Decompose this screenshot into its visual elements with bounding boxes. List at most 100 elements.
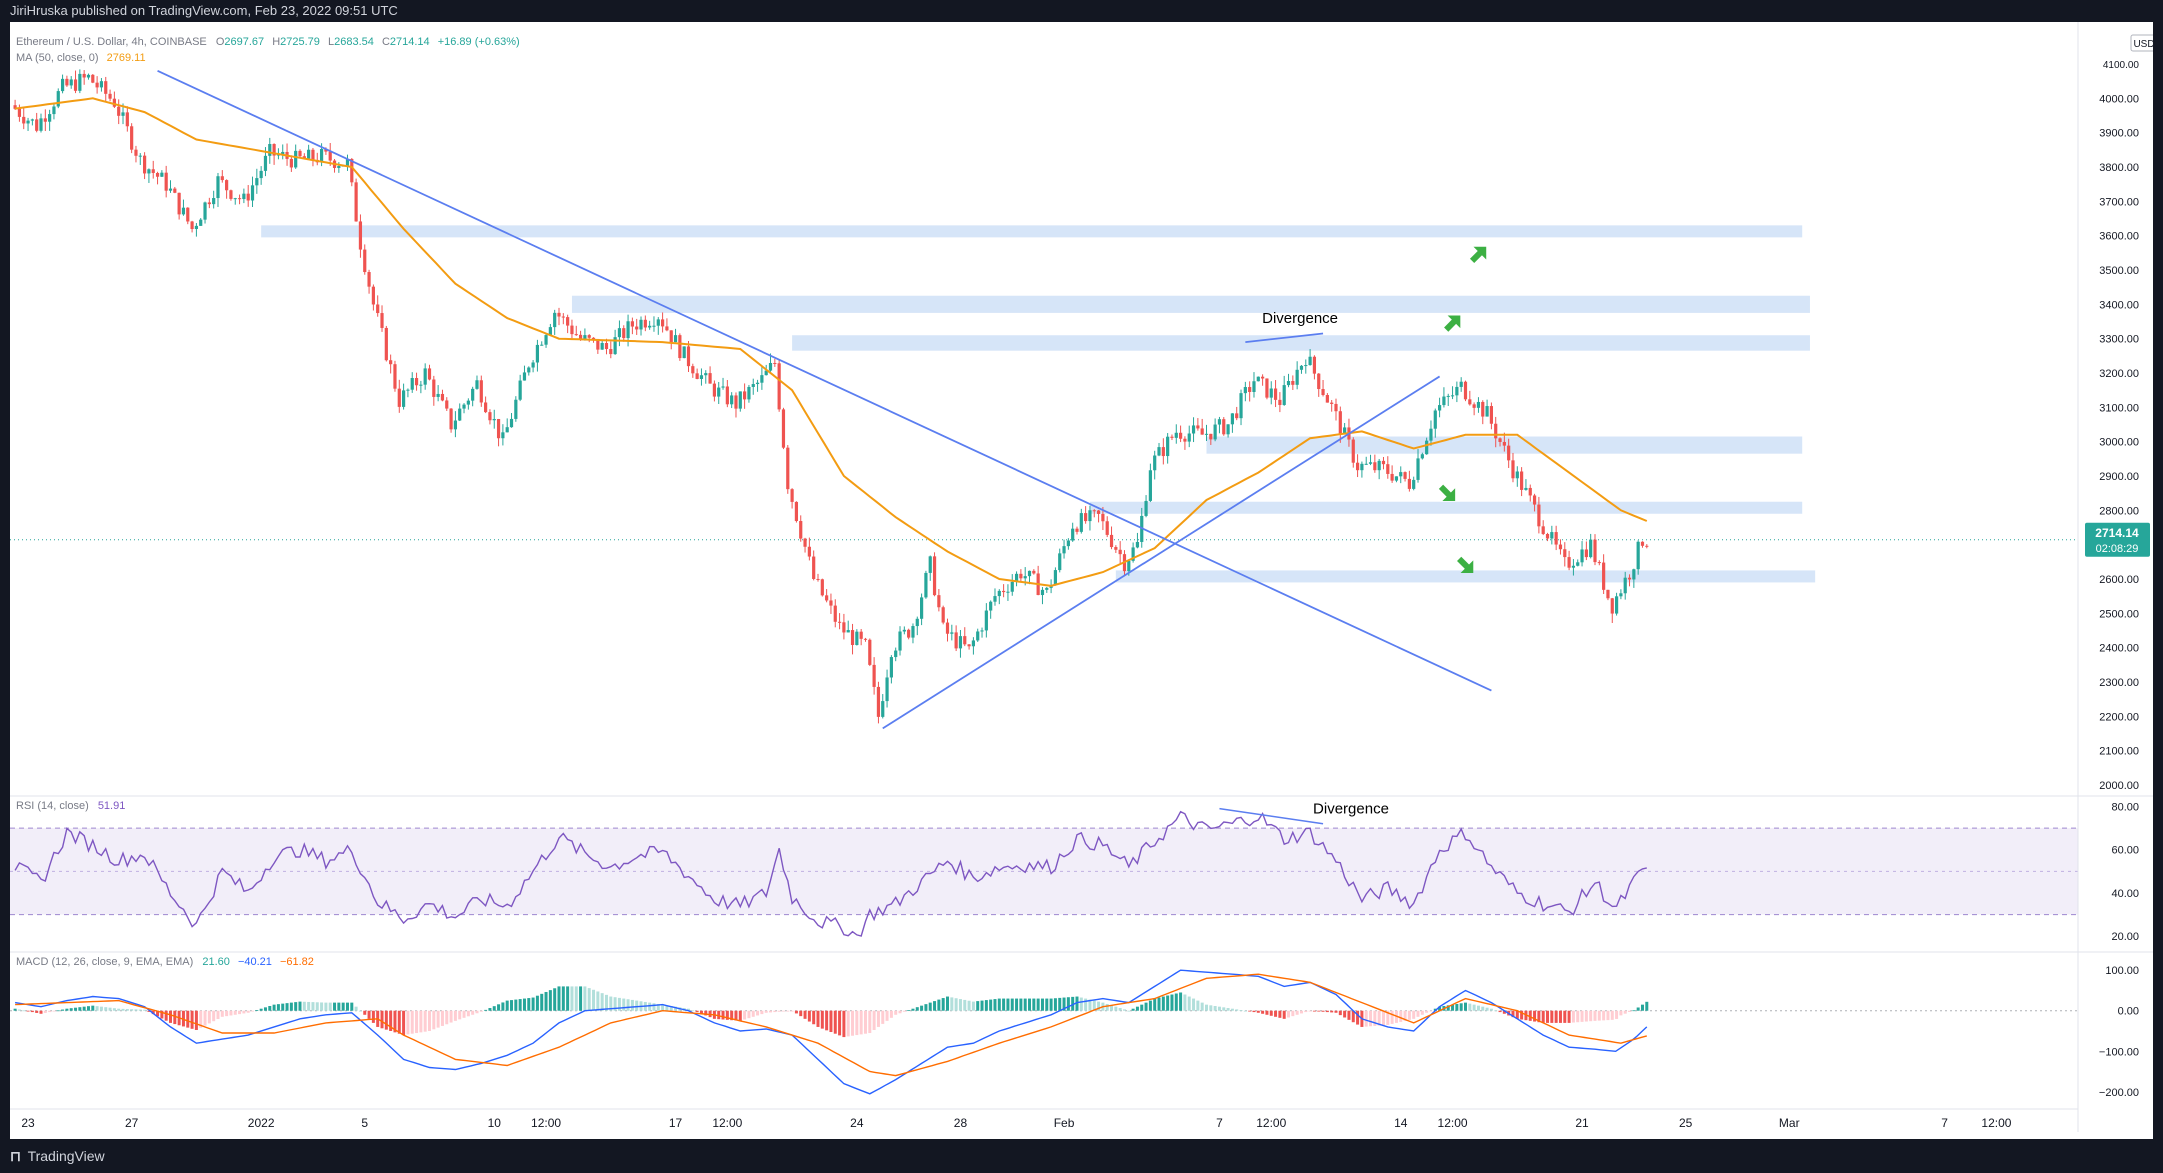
candle <box>661 319 665 327</box>
candle <box>911 626 915 638</box>
histogram-bar <box>1567 1010 1571 1023</box>
candle <box>574 334 578 336</box>
histogram-bar <box>1166 995 1170 1011</box>
histogram-bar <box>1110 1005 1114 1011</box>
candle <box>48 114 52 122</box>
candle <box>591 337 596 339</box>
candle <box>678 335 682 359</box>
histogram-bar <box>751 1010 755 1017</box>
candle <box>302 156 306 159</box>
histogram-bar <box>950 997 954 1011</box>
candle <box>846 630 850 633</box>
chart[interactable]: Divergence Ethereum / U.S. Dollar, 4h, C… <box>10 22 2153 1139</box>
histogram-bar <box>423 1010 427 1032</box>
candle <box>294 150 298 168</box>
macd-pane[interactable]: MACD (12, 26, close, 9, EMA, EMA) 21.60 … <box>10 956 2078 1095</box>
candle <box>220 176 224 181</box>
histogram-bar <box>937 999 941 1011</box>
candle <box>816 578 820 580</box>
candle <box>69 79 73 86</box>
histogram-bar <box>993 999 997 1011</box>
candle <box>958 636 963 649</box>
candle <box>414 378 419 386</box>
rsi-axis[interactable]: 80.00 60.00 40.00 20.00 <box>2111 801 2139 943</box>
price-pane[interactable]: Divergence <box>10 69 2078 730</box>
histogram-bar <box>1135 1006 1139 1011</box>
histogram-bar <box>574 986 578 1011</box>
histogram-bar <box>112 1008 116 1011</box>
candle <box>941 607 945 623</box>
candle <box>1144 500 1148 516</box>
histogram-bar <box>350 1002 354 1011</box>
histogram-bar <box>561 986 565 1011</box>
candle <box>190 221 194 230</box>
candle <box>717 387 721 397</box>
candle <box>777 363 781 410</box>
candle <box>112 98 116 107</box>
price-tick-label: 2200.00 <box>2099 711 2139 723</box>
histogram-bar <box>354 1006 358 1011</box>
candle <box>39 118 43 131</box>
candle <box>695 373 699 379</box>
rsi-pane[interactable]: Divergence RSI (14, close) 51.91 <box>10 800 2078 937</box>
last-price-tag: 2714.14 02:08:29 <box>2085 522 2150 557</box>
histogram-bar <box>816 1010 820 1027</box>
histogram-bar <box>1628 1010 1632 1013</box>
histogram-bar <box>1619 1010 1623 1016</box>
histogram-bar <box>1399 1010 1403 1022</box>
arrow-shape <box>1444 315 1461 332</box>
macd-tick-label: −200.00 <box>2099 1087 2139 1099</box>
candle <box>863 638 868 640</box>
histogram-bar <box>440 1010 444 1026</box>
histogram-bar <box>1455 1003 1459 1011</box>
histogram-bar <box>656 1003 660 1011</box>
histogram-bar <box>458 1010 462 1020</box>
candle <box>1571 565 1576 568</box>
candle <box>924 572 928 598</box>
histogram-bar <box>393 1010 397 1033</box>
macd-axis[interactable]: 100.00 0.00 −100.00 −200.00 <box>2099 965 2139 1099</box>
currency-badge[interactable]: USD <box>2130 34 2153 52</box>
candle <box>199 219 203 226</box>
candle <box>768 362 773 371</box>
histogram-bar <box>324 1002 328 1011</box>
arrow-down-right-icon <box>1438 484 1456 501</box>
histogram-bar <box>497 1004 501 1011</box>
histogram-bar <box>1558 1010 1562 1023</box>
time-axis[interactable]: 23 27 2022 5 10 12:00 17 12:00 24 28 Feb 7 12:00 14 12… <box>21 1116 2011 1130</box>
candle <box>1027 570 1032 577</box>
histogram-bar <box>1468 1003 1472 1011</box>
histogram-bar <box>1140 1004 1144 1011</box>
trendlines[interactable] <box>157 70 1492 730</box>
histogram-bar <box>190 1010 194 1029</box>
candle <box>466 400 470 405</box>
arrow-shape <box>1469 246 1487 264</box>
histogram-bar <box>1589 1010 1593 1022</box>
candle <box>807 546 811 557</box>
candle <box>730 395 734 405</box>
rsi-divergence-line[interactable] <box>1219 807 1324 825</box>
histogram-bar <box>1183 994 1187 1011</box>
histogram-bar <box>747 1010 751 1019</box>
candle <box>229 190 233 199</box>
candle <box>1200 428 1204 435</box>
candle <box>764 370 768 376</box>
candle <box>367 272 371 287</box>
candle <box>868 639 872 665</box>
histogram-bar <box>1563 1010 1567 1023</box>
candle <box>225 180 229 191</box>
candle <box>1545 533 1550 539</box>
price-tick-label: 2400.00 <box>2099 643 2139 655</box>
histogram-bar <box>143 1009 147 1011</box>
candle <box>1166 436 1170 457</box>
histogram-bar <box>1533 1010 1537 1022</box>
candle <box>522 372 527 381</box>
candle <box>255 178 259 186</box>
histogram-bar <box>1347 1010 1351 1020</box>
candle <box>130 126 134 150</box>
time-tick-label: 12:00 <box>531 1116 561 1130</box>
histogram-bar <box>164 1010 168 1021</box>
candle <box>350 159 354 183</box>
trendline <box>157 70 1492 692</box>
histogram-bar <box>1464 1002 1467 1011</box>
